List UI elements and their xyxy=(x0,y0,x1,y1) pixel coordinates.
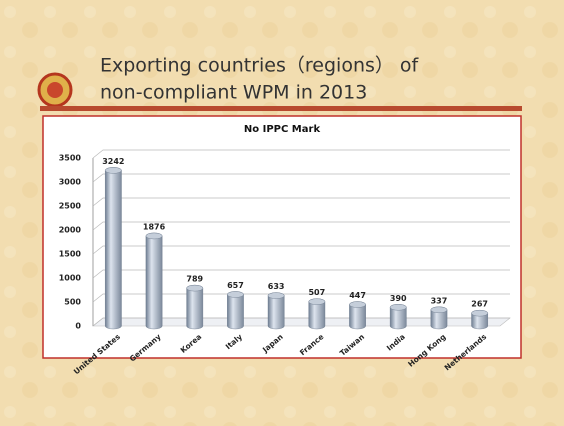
logo xyxy=(37,72,73,108)
data-label: 267 xyxy=(471,300,488,309)
data-label: 507 xyxy=(308,288,325,297)
y-tick-label: 0 xyxy=(75,322,81,331)
data-label: 3242 xyxy=(102,157,124,166)
data-label: 657 xyxy=(227,281,244,290)
grid-line xyxy=(92,293,510,303)
bar-top xyxy=(267,292,285,299)
grid-line xyxy=(92,269,510,279)
y-tick-label: 1500 xyxy=(59,250,82,259)
grid-line xyxy=(92,221,510,231)
bar-top xyxy=(389,304,407,311)
grid-line xyxy=(92,173,510,183)
grid-line xyxy=(92,317,510,327)
grid-line xyxy=(92,197,510,207)
bar-top xyxy=(471,309,488,317)
grid-line xyxy=(92,245,510,255)
bar xyxy=(145,232,163,330)
chart-title: No IPPC Mark xyxy=(244,124,321,135)
data-label: 447 xyxy=(349,291,366,300)
bar-top xyxy=(430,306,448,314)
data-label: 1876 xyxy=(143,222,166,231)
title-rule xyxy=(40,106,522,111)
data-label: 633 xyxy=(268,282,285,291)
y-tick-label: 500 xyxy=(64,298,81,307)
bar xyxy=(105,167,122,330)
y-tick-label: 2500 xyxy=(59,202,82,211)
bar-top xyxy=(308,298,326,305)
bar-top xyxy=(105,167,122,174)
data-label: 789 xyxy=(186,275,203,284)
bar-top xyxy=(145,232,163,240)
bar xyxy=(186,284,204,330)
y-tick-label: 3500 xyxy=(59,154,82,163)
bar-top xyxy=(186,284,204,292)
y-tick-label: 2000 xyxy=(59,226,82,235)
data-label: 390 xyxy=(390,294,407,303)
y-tick-label: 1000 xyxy=(59,274,82,283)
bar-top xyxy=(227,291,244,298)
bar-top xyxy=(349,301,366,308)
y-tick-label: 3000 xyxy=(59,178,82,187)
slide-title-line: Exporting countries（regions） of xyxy=(100,55,420,77)
data-label: 337 xyxy=(431,296,448,305)
grid-line xyxy=(92,149,510,159)
slide-title-line: non-compliant WPM in 2013 xyxy=(100,82,367,104)
